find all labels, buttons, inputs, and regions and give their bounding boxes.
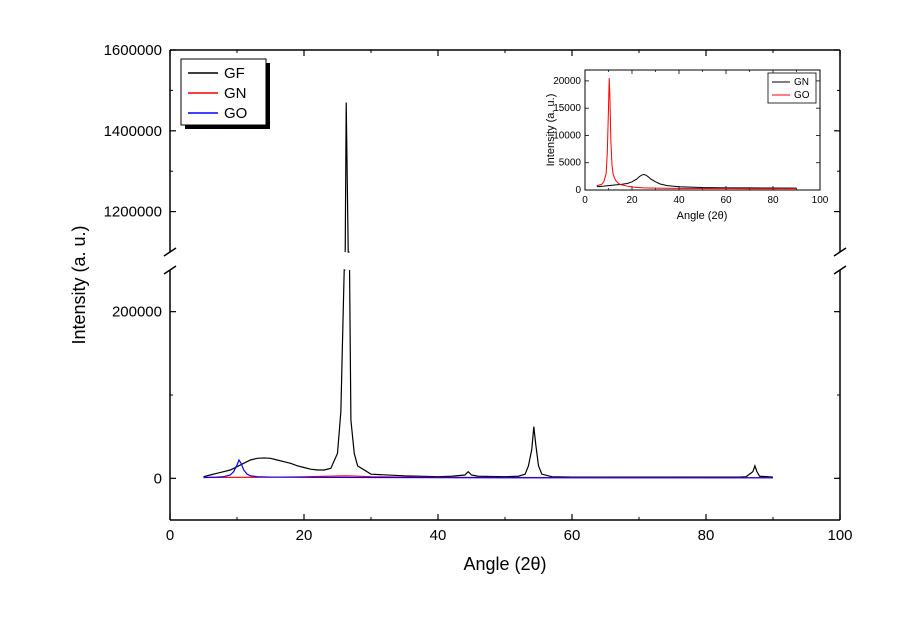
legend-label: GF (224, 65, 245, 82)
inset-y-tick: 15000 (553, 103, 581, 114)
legend-label: GN (224, 85, 247, 102)
x-tick-label: 20 (296, 527, 313, 544)
inset-y-tick: 5000 (559, 158, 582, 169)
inset-x-tick: 0 (582, 195, 588, 206)
inset-chart: 0 20 40 60 80 100 0 5000 10000 15000 20000 Angle (… (545, 65, 829, 222)
y-tick-label: 1400000 (104, 123, 162, 140)
inset-legend: GN GO (768, 73, 816, 103)
y-tick-label: 0 (154, 470, 162, 487)
inset-legend-label: GN (794, 77, 809, 88)
inset-y-tick: 0 (575, 185, 581, 196)
y-tick-label: 1600000 (104, 42, 162, 59)
x-tick-label: 40 (430, 527, 447, 544)
inset-x-tick: 80 (767, 195, 779, 206)
x-tick-label: 80 (698, 527, 715, 544)
legend-label: GO (224, 105, 247, 122)
inset-x-tick: 20 (626, 195, 638, 206)
inset-legend-label: GO (794, 90, 810, 101)
x-axis-label: Angle (2θ) (463, 554, 546, 574)
inset-x-tick: 100 (812, 195, 829, 206)
y-axis-label: Intensity (a. u.) (69, 225, 89, 344)
inset-x-label: Angle (2θ) (677, 210, 728, 222)
inset-y-label: Intensity (a. u.) (545, 94, 557, 167)
main-legend: GF GN GO (181, 59, 270, 129)
inset-x-tick: 40 (673, 195, 685, 206)
x-tick-label: 0 (166, 527, 174, 544)
main-chart-svg: 020406080100 120000014000001600000020000… (50, 20, 870, 600)
y-tick-label: 200000 (112, 304, 162, 321)
x-tick-label: 100 (827, 527, 852, 544)
inset-y-tick: 10000 (553, 130, 581, 141)
chart-container: 020406080100 120000014000001600000020000… (50, 20, 870, 600)
x-tick-label: 60 (564, 527, 581, 544)
y-tick-label: 1200000 (104, 204, 162, 221)
inset-y-tick: 20000 (553, 76, 581, 87)
inset-x-tick: 60 (720, 195, 732, 206)
